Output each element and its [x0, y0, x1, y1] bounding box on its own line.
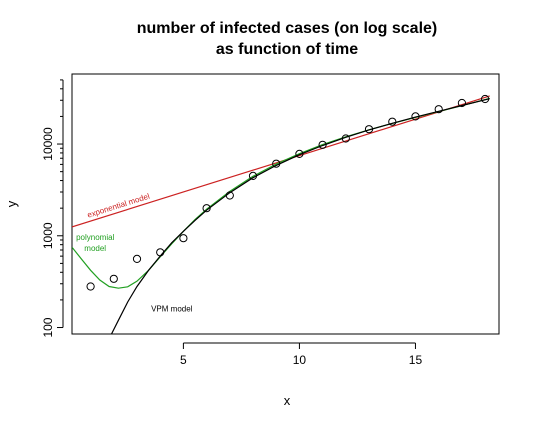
data-point [341, 134, 350, 143]
data-point [156, 248, 165, 257]
x-tick-label: 10 [293, 353, 307, 367]
data-point [132, 254, 142, 263]
data-point [179, 234, 188, 243]
model-curves [72, 95, 490, 334]
x-axis-label: x [284, 393, 291, 408]
data-point [225, 191, 234, 200]
chart-title-line-1: number of infected cases (on log scale) [137, 20, 438, 37]
y-tick-label: 10000 [41, 127, 55, 161]
data-point [457, 98, 466, 108]
polynomial-model-label-line-1: polynomial [76, 233, 114, 242]
x-tick-label: 15 [409, 353, 423, 367]
data-point [248, 171, 258, 180]
data-point [411, 112, 420, 121]
data-point [434, 105, 443, 114]
y-tick-label: 1000 [41, 222, 55, 249]
y-axis-label: y [4, 200, 19, 207]
data-point [364, 125, 374, 134]
y-axis: 100 1000 10000 [41, 79, 64, 338]
plot-frame [71, 73, 500, 335]
data-points [86, 94, 490, 291]
data-point [202, 204, 211, 213]
data-point [86, 282, 95, 291]
data-point [388, 117, 397, 126]
chart-title-line-2: as function of time [216, 41, 358, 58]
curve-polynomial-model [72, 97, 490, 289]
data-point [318, 140, 327, 149]
vpm-model-label: VPM model [151, 304, 193, 313]
x-axis: 5 10 15 [180, 342, 423, 367]
data-point [295, 149, 304, 158]
data-point [272, 159, 281, 168]
polynomial-model-label-line-2: model [84, 244, 106, 253]
data-point [109, 274, 118, 283]
x-tick-label: 5 [180, 353, 187, 367]
y-tick-label: 100 [41, 317, 55, 337]
data-point [481, 94, 490, 104]
curve-VPM-model [110, 98, 490, 334]
